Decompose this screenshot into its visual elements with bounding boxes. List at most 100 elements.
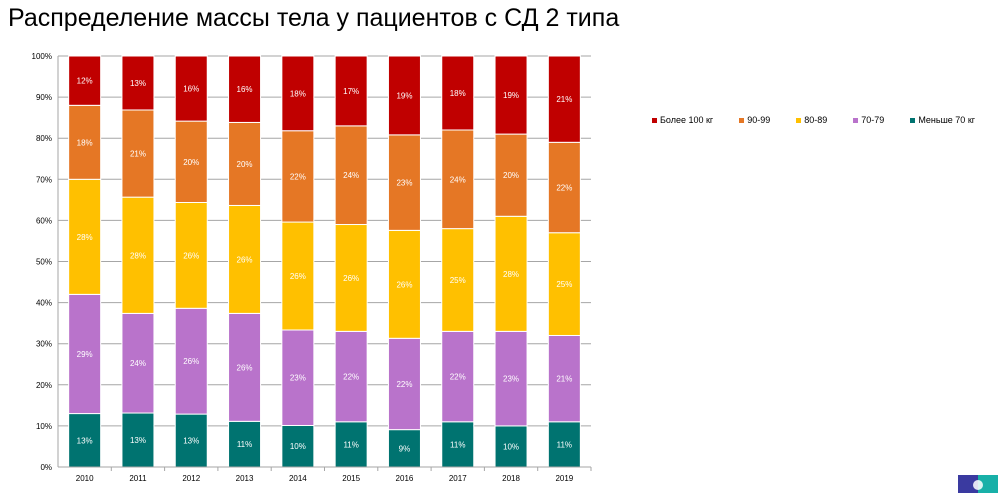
legend-item: 70-79 — [853, 115, 884, 125]
data-label: 13% — [183, 437, 199, 446]
data-label: 19% — [396, 91, 412, 100]
data-label: 13% — [130, 79, 146, 88]
bar-segment — [174, 413, 208, 468]
bar-segment — [334, 330, 368, 423]
legend-label: Более 100 кг — [660, 115, 714, 125]
y-tick-label: 0% — [40, 463, 52, 472]
data-label: 23% — [503, 375, 519, 384]
legend-item: 80-89 — [796, 115, 827, 125]
data-label: 26% — [396, 280, 412, 289]
bar-segment — [494, 330, 528, 427]
bar-segment — [334, 55, 368, 127]
data-label: 11% — [450, 440, 465, 449]
bar-segment — [228, 204, 262, 314]
data-label: 26% — [237, 363, 253, 372]
data-label: 11% — [557, 440, 572, 449]
bar-segment — [387, 55, 421, 136]
bar-segment — [174, 307, 208, 415]
bar-segment — [121, 109, 155, 198]
data-label: 28% — [77, 233, 93, 242]
bar-segment — [387, 134, 421, 231]
data-label: 24% — [450, 175, 466, 184]
data-label: 16% — [237, 85, 253, 94]
data-label: 22% — [450, 373, 466, 382]
data-label: 23% — [290, 374, 306, 383]
x-tick-label: 2016 — [396, 474, 414, 483]
legend-item: Более 100 кг — [652, 115, 713, 125]
data-label: 13% — [77, 436, 93, 445]
legend-swatch — [910, 117, 916, 123]
y-tick-label: 50% — [36, 258, 52, 267]
y-tick-label: 70% — [36, 175, 52, 184]
data-label: 22% — [290, 172, 306, 181]
data-label: 26% — [290, 272, 306, 281]
x-tick-label: 2013 — [236, 474, 254, 483]
data-label: 16% — [183, 85, 199, 94]
data-label: 20% — [183, 158, 199, 167]
bar-segment — [441, 330, 475, 423]
bar-segment — [547, 421, 581, 468]
bar-segment — [547, 55, 581, 143]
bar-segment — [441, 421, 475, 468]
data-label: 26% — [237, 255, 253, 264]
data-label: 18% — [77, 138, 93, 147]
data-label: 22% — [343, 373, 359, 382]
x-tick-label: 2014 — [289, 474, 307, 483]
x-tick-label: 2012 — [182, 474, 200, 483]
bar-segment — [387, 337, 421, 431]
y-tick-label: 90% — [36, 93, 52, 102]
data-label: 18% — [450, 89, 466, 98]
y-tick-label: 30% — [36, 340, 52, 349]
data-label: 25% — [450, 276, 466, 285]
data-label: 18% — [290, 89, 306, 98]
legend-swatch — [796, 117, 802, 123]
bar-segment — [494, 55, 528, 135]
data-label: 10% — [503, 442, 519, 451]
chart-title: Распределение массы тела у пациентов с С… — [8, 4, 620, 32]
x-tick-label: 2017 — [449, 474, 467, 483]
bar-segment — [228, 420, 262, 468]
data-label: 20% — [503, 171, 519, 180]
data-label: 25% — [556, 280, 572, 289]
data-label: 10% — [290, 442, 306, 451]
data-label: 24% — [130, 359, 146, 368]
x-tick-label: 2019 — [555, 474, 573, 483]
y-tick-label: 20% — [36, 381, 52, 390]
legend-label: 70-79 — [861, 115, 885, 125]
legend-label: 80-89 — [804, 115, 828, 125]
bar-segment — [547, 334, 581, 423]
data-label: 17% — [343, 87, 359, 96]
bar-segment — [441, 55, 475, 131]
y-tick-label: 60% — [36, 216, 52, 225]
bar-segment — [547, 141, 581, 234]
legend-swatch — [652, 117, 657, 123]
company-logo — [958, 475, 998, 493]
data-label: 11% — [237, 440, 252, 449]
data-label: 28% — [130, 251, 146, 260]
bar-segment — [121, 55, 155, 111]
bar-segment — [387, 429, 421, 468]
legend: Более 100 кг 90-99 80-89 70-79 Меньше 70 кг — [652, 115, 1000, 125]
data-label: 26% — [343, 274, 359, 283]
bar-segment — [281, 55, 315, 132]
bar-segment — [441, 228, 475, 332]
data-label: 29% — [77, 350, 93, 359]
bar-segment — [68, 293, 102, 415]
legend-label: 90-99 — [747, 115, 771, 125]
data-label: 21% — [556, 95, 572, 104]
bar-segment — [68, 178, 102, 295]
bar-segment — [174, 120, 208, 203]
data-label: 12% — [77, 77, 93, 86]
x-tick-label: 2010 — [76, 474, 94, 483]
bar-segment — [494, 425, 528, 468]
bar-segment — [174, 55, 208, 122]
bar-segment — [121, 412, 155, 468]
legend-item: 90-99 — [739, 115, 770, 125]
bar-segment — [121, 196, 155, 314]
data-label: 22% — [556, 184, 572, 193]
data-label: 24% — [343, 171, 359, 180]
data-label: 21% — [130, 150, 146, 159]
data-label: 26% — [183, 357, 199, 366]
bar-segment — [281, 329, 315, 426]
